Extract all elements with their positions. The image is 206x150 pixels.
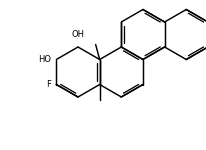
Text: F: F (46, 80, 51, 89)
Text: HO: HO (38, 55, 51, 64)
Text: OH: OH (71, 30, 84, 39)
